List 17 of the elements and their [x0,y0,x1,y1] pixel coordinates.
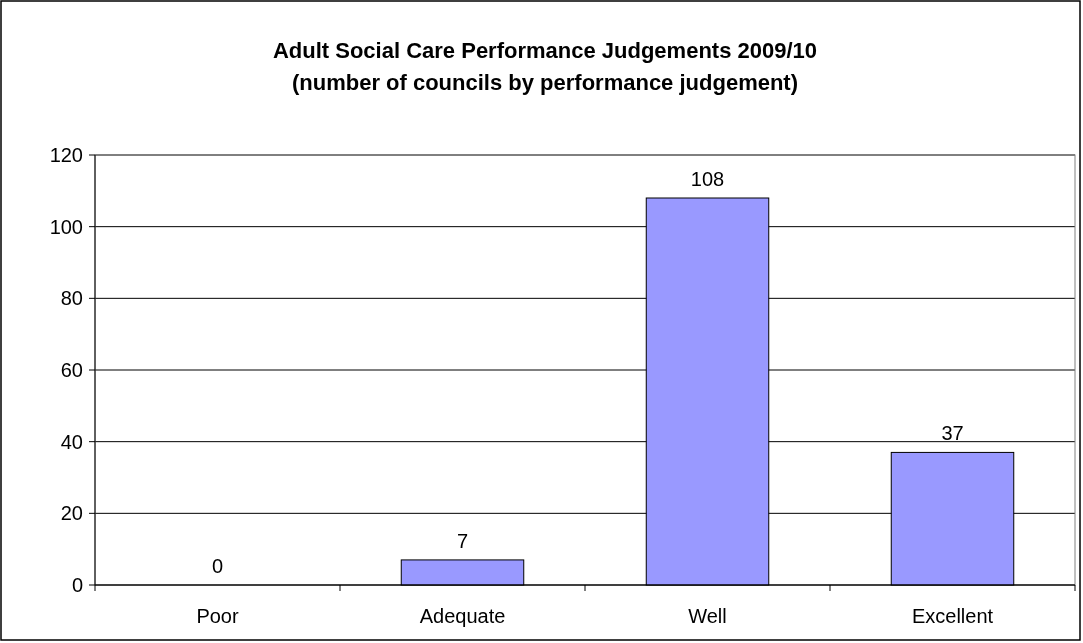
data-label: 108 [690,168,725,190]
data-label: 7 [456,529,469,552]
data-label: 37 [941,422,964,445]
y-tick-label: 40 [60,430,83,453]
chart-title: Adult Social Care Performance Judgements 2009/10 [272,38,818,63]
y-tick-label: 60 [60,359,83,381]
x-tick-label: Poor [196,605,239,627]
data-label: 0 [211,555,224,577]
y-tick-label: 0 [71,574,83,596]
x-tick-label: Adequate [419,605,506,627]
chart-subtitle: (number of councils by performance judgement) [291,70,799,95]
x-tick-label: Well [688,605,727,627]
x-tick-label: Excellent [911,605,994,627]
y-tick-label: 120 [49,144,83,166]
y-tick-label: 20 [60,502,83,525]
y-tick-label: 100 [49,215,83,238]
y-tick-label: 80 [60,287,83,310]
